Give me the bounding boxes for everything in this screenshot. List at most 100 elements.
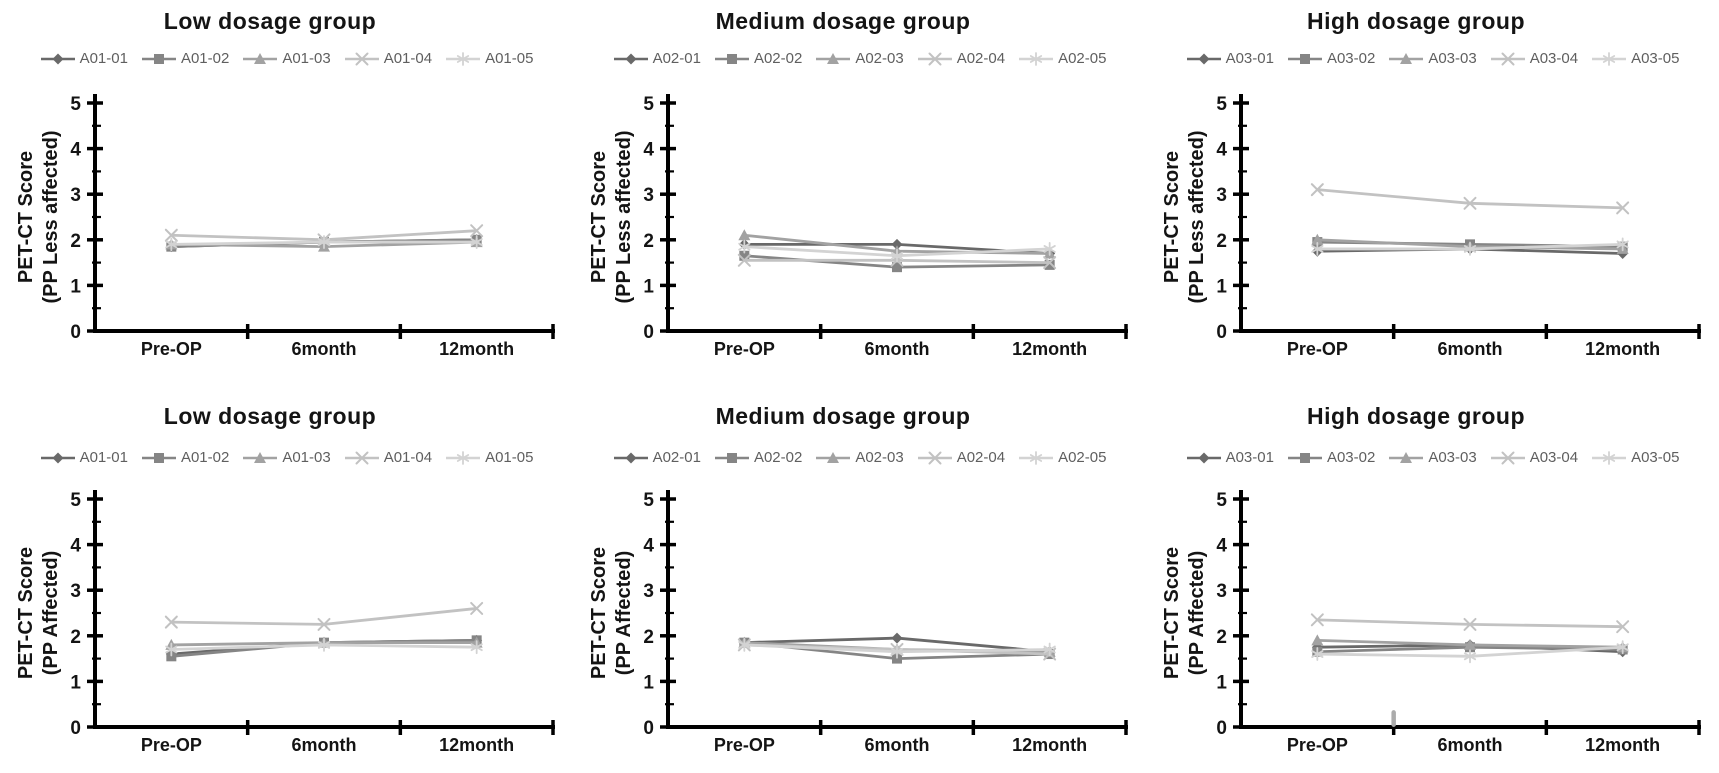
legend-item: A03-04	[1490, 50, 1578, 67]
asterisk-icon	[1602, 51, 1616, 66]
x-tick-label: 12month	[1585, 735, 1660, 755]
square-legend-marker-icon	[714, 452, 749, 463]
legend-label: A03-01	[1225, 50, 1274, 67]
square-legend-marker-icon	[1287, 53, 1322, 64]
y-tick-label: 3	[70, 185, 81, 206]
legend-label: A01-01	[79, 449, 128, 466]
legend-label: A03-04	[1529, 449, 1579, 466]
plot-area: 0 1 2 3 4 5 Pre-OP 6month 12month PET-CT Score (PP…	[15, 94, 555, 359]
chart-title: Medium dosage group	[715, 403, 971, 429]
y-axis-label-line2: (PP Less affected)	[613, 130, 635, 303]
legend-item: A03-01	[1186, 50, 1274, 67]
legend-item: A01-02	[141, 50, 229, 67]
y-tick-label: 5	[643, 94, 654, 115]
y-tick-label: 3	[643, 581, 654, 602]
y-tick-label: 5	[643, 490, 654, 511]
asterisk-icon	[738, 638, 751, 652]
y-tick-label: 1	[70, 276, 81, 297]
plot-area: 0 1 2 3 4 5 Pre-OP 6month 12month PET-CT Score (PP…	[1161, 490, 1701, 755]
y-tick-label: 5	[1216, 94, 1227, 115]
legend-item: A01-04	[344, 50, 432, 67]
y-tick-label: 0	[643, 718, 654, 739]
asterisk-legend-marker-icon	[1019, 450, 1054, 465]
chart-legend: A03-01 A03-02 A03-03 A03-04 A03-05	[1146, 50, 1719, 67]
series-A02-05	[738, 239, 1056, 263]
x-icon	[1310, 613, 1324, 627]
x-tick-label: 12month	[1012, 735, 1087, 755]
legend-label: A02-03	[855, 449, 904, 466]
square-legend-marker-icon	[714, 53, 749, 64]
legend-item: A01-01	[40, 449, 128, 466]
asterisk-icon	[317, 638, 331, 652]
triangle-icon	[1311, 233, 1324, 245]
diamond-legend-marker-icon	[1186, 452, 1221, 463]
x-icon	[928, 451, 942, 464]
x-tick-label: Pre-OP	[714, 339, 775, 359]
square-icon	[726, 452, 737, 463]
y-tick-label: 5	[1216, 490, 1227, 511]
asterisk-icon	[165, 237, 178, 252]
square-icon	[1044, 259, 1055, 270]
series-A03-04	[1310, 183, 1630, 215]
triangle-legend-marker-icon	[243, 451, 278, 463]
y-tick-label: 0	[1216, 718, 1227, 739]
asterisk-icon	[890, 644, 904, 659]
legend-item: A01-04	[344, 449, 432, 466]
x-icon	[164, 228, 178, 242]
y-tick-label: 4	[643, 536, 654, 557]
legend-item: A02-02	[714, 449, 802, 466]
diamond-icon	[1198, 53, 1210, 64]
legend-label: A03-03	[1428, 50, 1477, 67]
y-tick-label: 4	[1216, 536, 1227, 557]
asterisk-icon	[456, 51, 470, 66]
y-tick-label: 2	[1216, 231, 1227, 252]
x-icon	[1043, 256, 1057, 270]
y-tick-label: 2	[1216, 627, 1227, 648]
chart-panel-1: Medium dosage group A02-01 A02-02 A02-03 A02…	[573, 0, 1146, 386]
legend-item: A02-03	[815, 50, 904, 67]
chart-panel-4: Medium dosage group A02-01 A02-02 A02-03 A02…	[573, 386, 1146, 773]
diamond-icon	[891, 632, 903, 644]
diamond-icon	[625, 452, 637, 463]
series-A03-05	[1311, 237, 1629, 256]
asterisk-icon	[1043, 242, 1056, 256]
triangle-legend-marker-icon	[816, 52, 851, 64]
x-tick-label: Pre-OP	[1287, 735, 1348, 755]
legend-item: A03-05	[1591, 449, 1679, 466]
x-icon	[1463, 617, 1477, 631]
legend-item: A03-05	[1591, 50, 1679, 67]
series-A01-05	[165, 638, 483, 657]
x-tick-label: 12month	[1012, 339, 1087, 359]
legend-label: A02-02	[753, 50, 803, 67]
legend-label: A02-01	[652, 449, 701, 466]
legend-label: A01-05	[485, 449, 534, 466]
series-line	[1317, 188, 1623, 210]
chart-panel-0: Low dosage group A01-01 A01-02 A01-03 A01-04…	[0, 0, 573, 386]
legend-label: A01-03	[282, 449, 331, 466]
y-tick-label: 1	[643, 672, 654, 693]
y-tick-label: 1	[1216, 276, 1227, 297]
triangle-icon	[1311, 634, 1324, 646]
triangle-icon	[254, 52, 267, 64]
chart-title: High dosage group	[1306, 8, 1526, 34]
y-tick-label: 2	[643, 627, 654, 648]
x-icon	[737, 253, 751, 267]
square-icon	[153, 53, 164, 64]
x-tick-label: Pre-OP	[1287, 339, 1348, 359]
chart-title: Low dosage group	[163, 8, 377, 34]
legend-item: A02-01	[613, 449, 701, 466]
legend-label: A02-04	[956, 449, 1006, 466]
y-tick-label: 0	[70, 718, 81, 739]
y-axis-label-line1: PET-CT Score	[15, 151, 37, 283]
asterisk-icon	[470, 235, 483, 249]
legend-label: A01-04	[383, 449, 433, 466]
diamond-legend-marker-icon	[40, 53, 75, 64]
y-tick-label: 2	[70, 627, 81, 648]
x-legend-marker-icon	[917, 451, 952, 464]
series-A01-04	[164, 601, 484, 631]
y-axis-label-line2: (PP Affected)	[1186, 551, 1208, 675]
chart-legend: A03-01 A03-02 A03-03 A03-04 A03-05	[1146, 449, 1719, 466]
y-tick-label: 3	[70, 581, 81, 602]
y-tick-label: 2	[70, 231, 81, 252]
asterisk-icon	[1602, 450, 1616, 465]
